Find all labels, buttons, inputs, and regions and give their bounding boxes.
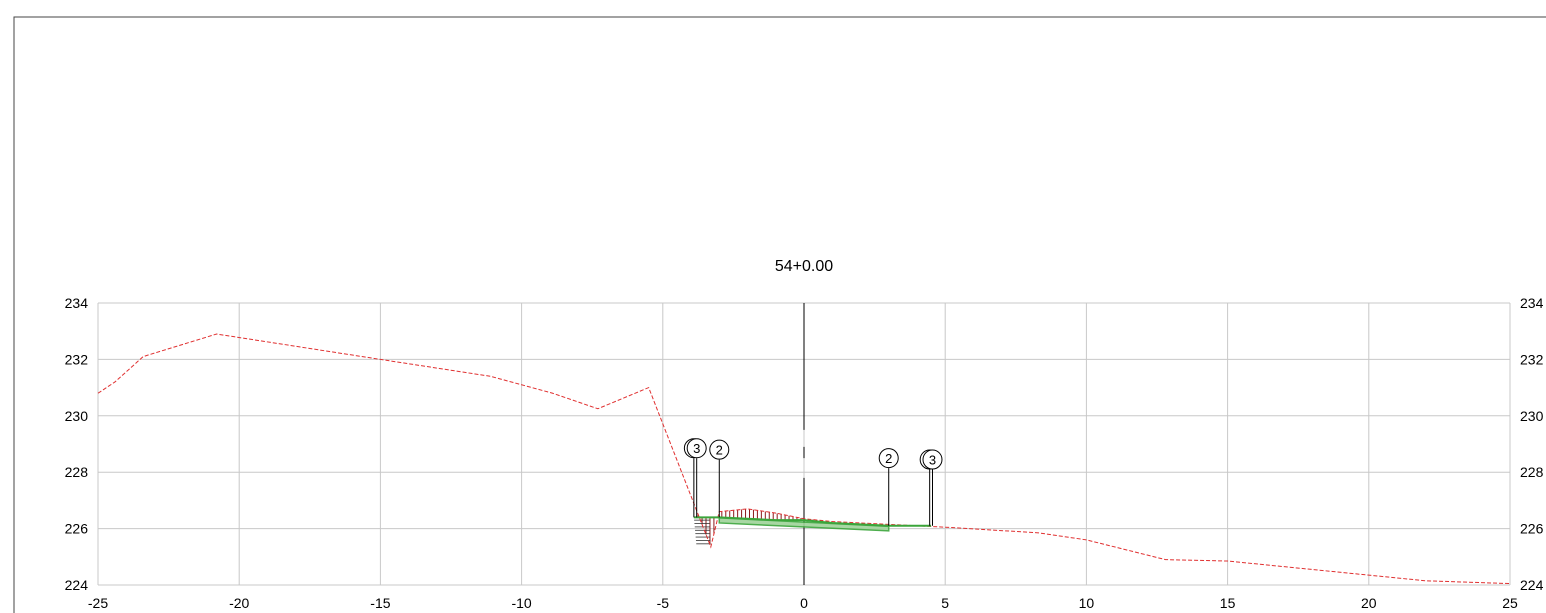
pavement-layer <box>718 517 890 532</box>
y-tick-label-right: 224 <box>1520 577 1544 593</box>
y-tick-label-left: 224 <box>65 577 89 593</box>
marker-circle <box>686 438 707 459</box>
x-tick-label: -10 <box>511 595 531 611</box>
y-tick-label-right: 232 <box>1520 351 1544 367</box>
marker-label: 2 <box>885 451 892 466</box>
existing-ground-line <box>97 333 1511 585</box>
y-tick-label-left: 226 <box>65 521 89 537</box>
x-tick-label: 0 <box>800 595 808 611</box>
x-tick-label: 5 <box>941 595 949 611</box>
x-tick-label: -15 <box>370 595 390 611</box>
y-tick-label-left: 234 <box>65 295 89 311</box>
sheet-border <box>13 16 1546 613</box>
grid <box>97 302 1511 586</box>
point-markers: 332233 <box>683 438 943 526</box>
y-tick-label-left: 230 <box>65 408 89 424</box>
marker-label: 3 <box>929 453 936 468</box>
y-tick-label-right: 228 <box>1520 464 1544 480</box>
y-tick-label-right: 234 <box>1520 295 1544 311</box>
x-tick-label: 25 <box>1502 595 1518 611</box>
x-tick-label: -5 <box>657 595 670 611</box>
x-tick-label: 20 <box>1361 595 1377 611</box>
y-tick-label-left: 232 <box>65 351 89 367</box>
marker-label: 3 <box>693 441 700 456</box>
y-tick-label-left: 228 <box>65 464 89 480</box>
x-tick-label: 15 <box>1220 595 1236 611</box>
marker-label: 2 <box>716 443 723 458</box>
marker-circle <box>878 448 899 469</box>
marker-circle <box>709 439 730 460</box>
y-tick-label-right: 226 <box>1520 521 1544 537</box>
section-title: 54+0.00 <box>774 258 834 275</box>
y-tick-label-right: 230 <box>1520 408 1544 424</box>
x-tick-label: 10 <box>1079 595 1095 611</box>
x-tick-label: -25 <box>88 595 108 611</box>
x-tick-label: -20 <box>229 595 249 611</box>
marker-circle <box>922 449 943 470</box>
